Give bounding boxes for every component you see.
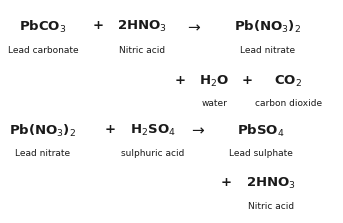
Text: +: + — [241, 74, 252, 87]
Text: +: + — [104, 123, 115, 136]
Text: Nitric acid: Nitric acid — [119, 46, 165, 55]
Text: water: water — [201, 99, 227, 108]
Text: +: + — [221, 176, 232, 189]
Text: carbon dioxide: carbon dioxide — [255, 99, 322, 108]
Text: Lead nitrate: Lead nitrate — [15, 149, 70, 158]
Text: PbSO$_4$: PbSO$_4$ — [237, 123, 284, 139]
Text: PbCO$_3$: PbCO$_3$ — [19, 19, 67, 35]
Text: Lead nitrate: Lead nitrate — [240, 46, 295, 55]
Text: →: → — [187, 20, 200, 35]
Text: sulphuric acid: sulphuric acid — [121, 149, 184, 158]
Text: →: → — [191, 124, 204, 139]
Text: CO$_2$: CO$_2$ — [274, 74, 302, 89]
Text: Nitric acid: Nitric acid — [248, 202, 294, 211]
Text: H$_2$SO$_4$: H$_2$SO$_4$ — [130, 123, 176, 138]
Text: H$_2$O: H$_2$O — [199, 74, 229, 89]
Text: Pb(NO$_3$)$_2$: Pb(NO$_3$)$_2$ — [234, 19, 301, 35]
Text: +: + — [175, 74, 186, 87]
Text: Lead carbonate: Lead carbonate — [8, 46, 78, 55]
Text: Lead sulphate: Lead sulphate — [229, 149, 293, 158]
Text: 2HNO$_3$: 2HNO$_3$ — [246, 176, 296, 191]
Text: Pb(NO$_3$)$_2$: Pb(NO$_3$)$_2$ — [9, 123, 76, 139]
Text: +: + — [92, 19, 103, 32]
Text: 2HNO$_3$: 2HNO$_3$ — [117, 19, 167, 34]
